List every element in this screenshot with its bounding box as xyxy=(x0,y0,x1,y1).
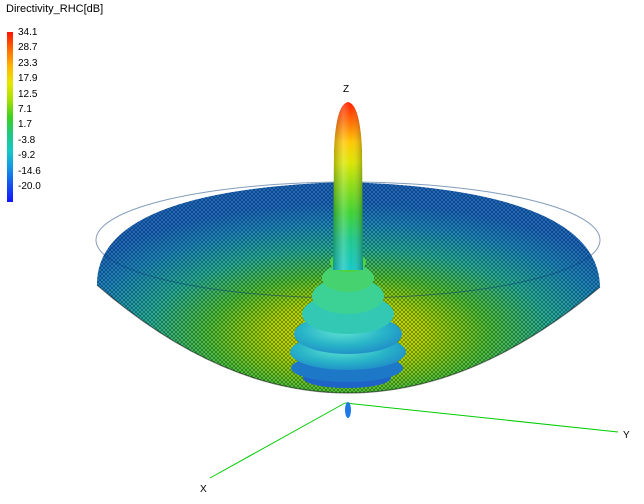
legend-tick: -20.0 xyxy=(18,181,41,192)
z-axis-label: Z xyxy=(343,84,350,95)
legend-tick: 1.7 xyxy=(18,119,32,131)
legend-tick: 34.1 xyxy=(18,27,38,38)
color-scale-bar xyxy=(7,32,13,202)
legend-title: Directivity_RHC[dB] xyxy=(6,3,104,15)
legend-tick: -9.2 xyxy=(18,150,36,162)
legend-tick: 12.5 xyxy=(18,88,38,100)
legend-tick: -3.8 xyxy=(18,134,36,146)
legend-tick: 23.3 xyxy=(18,57,38,69)
legend-tick: 7.1 xyxy=(18,104,32,115)
main-beam xyxy=(333,102,363,270)
y-axis-label: Y xyxy=(623,430,630,441)
x-axis-label: X xyxy=(200,484,207,495)
legend-tick: 17.9 xyxy=(18,73,38,85)
y-axis-line xyxy=(344,402,619,433)
legend-tick: 28.7 xyxy=(18,42,38,54)
legend-tick: -14.6 xyxy=(18,165,41,177)
x-axis-line xyxy=(209,402,346,479)
